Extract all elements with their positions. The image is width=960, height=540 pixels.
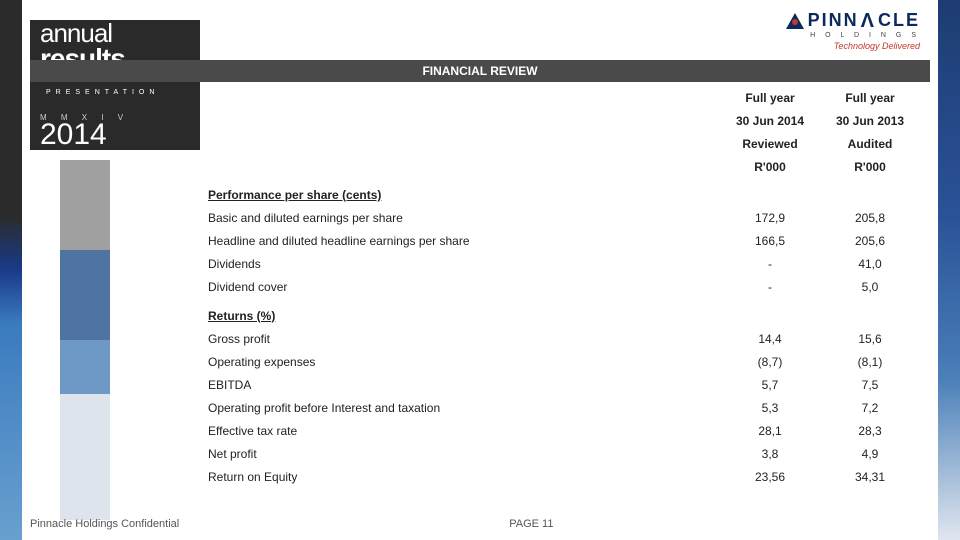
col1-period: Full year <box>720 86 820 109</box>
brand-name-pre: PINN <box>808 11 859 31</box>
side-photo-strip <box>60 160 110 520</box>
row-label: Operating profit before Interest and tax… <box>200 396 720 419</box>
financial-table-wrapper: Full year Full year 30 Jun 2014 30 Jun 2… <box>200 86 920 504</box>
table-row: Dividends-41,0 <box>200 253 920 276</box>
row-label: Return on Equity <box>200 465 720 488</box>
row-value-col1: 5,3 <box>720 396 820 419</box>
table-row: EBITDA5,77,5 <box>200 373 920 396</box>
row-value-col1: 23,56 <box>720 465 820 488</box>
col2-basis: Audited <box>820 132 920 155</box>
brand-a-glyph: Λ <box>861 10 876 32</box>
row-label: Gross profit <box>200 327 720 350</box>
table-row: Net profit3,84,9 <box>200 442 920 465</box>
col1-basis: Reviewed <box>720 132 820 155</box>
row-label: Effective tax rate <box>200 419 720 442</box>
row-label: Headline and diluted headline earnings p… <box>200 230 720 253</box>
brand-tagline: Technology Delivered <box>786 42 920 52</box>
brand-logo-main: PINNΛCLE <box>786 10 920 32</box>
table-row: Operating profit before Interest and tax… <box>200 396 920 419</box>
brand-name-post: CLE <box>878 11 920 31</box>
table-header: Full year Full year 30 Jun 2014 30 Jun 2… <box>200 86 920 178</box>
col2-period: Full year <box>820 86 920 109</box>
row-label: EBITDA <box>200 373 720 396</box>
row-value-col2: 7,5 <box>820 373 920 396</box>
brand-mark-icon <box>786 13 804 29</box>
annual-results-badge: annual resultsPRESENTATION M M X I V 201… <box>30 20 200 150</box>
table-row: Operating expenses(8,7)(8,1) <box>200 350 920 373</box>
row-value-col1: 3,8 <box>720 442 820 465</box>
row-value-col1: 14,4 <box>720 327 820 350</box>
row-value-col2: 7,2 <box>820 396 920 419</box>
table-row: Dividend cover-5,0 <box>200 276 920 299</box>
row-value-col1: 172,9 <box>720 207 820 230</box>
brand-logo: PINNΛCLE H O L D I N G S Technology Deli… <box>786 10 920 52</box>
row-label: Operating expenses <box>200 350 720 373</box>
row-value-col2: (8,1) <box>820 350 920 373</box>
row-value-col2: 15,6 <box>820 327 920 350</box>
table-row: Basic and diluted earnings per share172,… <box>200 207 920 230</box>
table-row: Effective tax rate28,128,3 <box>200 419 920 442</box>
row-value-col1: 28,1 <box>720 419 820 442</box>
row-value-col1: (8,7) <box>720 350 820 373</box>
col1-unit: R'000 <box>720 155 820 178</box>
row-value-col1: - <box>720 253 820 276</box>
table-row: Headline and diluted headline earnings p… <box>200 230 920 253</box>
row-label: Basic and diluted earnings per share <box>200 207 720 230</box>
badge-year: 2014 <box>40 118 190 152</box>
row-label: Net profit <box>200 442 720 465</box>
row-value-col2: 205,6 <box>820 230 920 253</box>
table-section-heading: Performance per share (cents) <box>200 178 920 207</box>
row-value-col2: 5,0 <box>820 276 920 299</box>
row-value-col2: 205,8 <box>820 207 920 230</box>
row-value-col1: 166,5 <box>720 230 820 253</box>
financial-table: Full year Full year 30 Jun 2014 30 Jun 2… <box>200 86 920 488</box>
table-section-heading: Returns (%) <box>200 299 920 328</box>
left-decor-strip <box>0 0 22 540</box>
row-value-col1: - <box>720 276 820 299</box>
footer-page: PAGE 11 <box>509 518 553 530</box>
table-row: Return on Equity23,5634,31 <box>200 465 920 488</box>
row-label: Dividends <box>200 253 720 276</box>
section-heading-cell: Returns (%) <box>200 299 920 328</box>
brand-subname: H O L D I N G S <box>786 32 920 40</box>
slide: PINNΛCLE H O L D I N G S Technology Deli… <box>0 0 960 540</box>
row-label: Dividend cover <box>200 276 720 299</box>
badge-presentation: PRESENTATION <box>46 89 159 96</box>
right-decor-strip <box>938 0 960 540</box>
col2-date: 30 Jun 2013 <box>820 109 920 132</box>
section-title: FINANCIAL REVIEW <box>30 60 930 82</box>
footer-confidential: Pinnacle Holdings Confidential <box>30 518 179 530</box>
table-body: Performance per share (cents)Basic and d… <box>200 178 920 488</box>
row-value-col1: 5,7 <box>720 373 820 396</box>
section-heading-cell: Performance per share (cents) <box>200 178 920 207</box>
table-row: Gross profit14,415,6 <box>200 327 920 350</box>
footer: Pinnacle Holdings Confidential PAGE 11 <box>30 518 930 530</box>
col2-unit: R'000 <box>820 155 920 178</box>
row-value-col2: 34,31 <box>820 465 920 488</box>
col1-date: 30 Jun 2014 <box>720 109 820 132</box>
row-value-col2: 4,9 <box>820 442 920 465</box>
row-value-col2: 41,0 <box>820 253 920 276</box>
row-value-col2: 28,3 <box>820 419 920 442</box>
